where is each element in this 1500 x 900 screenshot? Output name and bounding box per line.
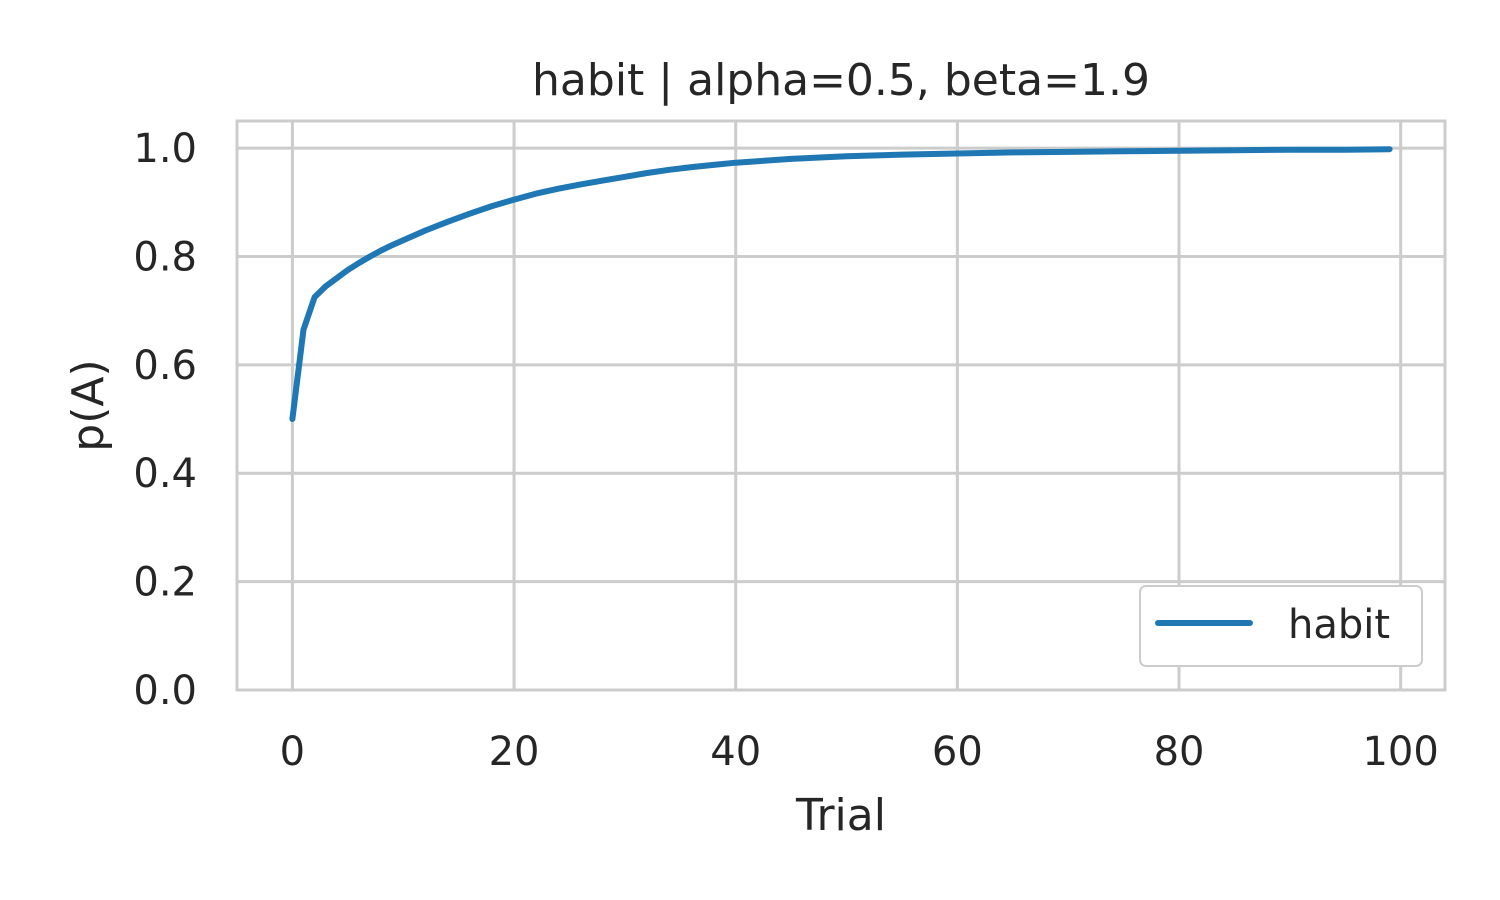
legend-label-habit: habit xyxy=(1288,602,1390,648)
x-tick-label: 80 xyxy=(1154,729,1205,775)
legend-box xyxy=(1139,585,1423,667)
x-tick-label: 100 xyxy=(1362,729,1438,775)
y-tick-label: 0.0 xyxy=(133,668,197,714)
x-tick-label: 40 xyxy=(710,729,761,775)
x-tick-label: 60 xyxy=(932,729,983,775)
y-tick-label: 1.0 xyxy=(133,126,197,172)
x-axis-label: Trial xyxy=(795,790,886,841)
y-tick-label: 0.4 xyxy=(133,451,197,497)
y-tick-label: 0.6 xyxy=(133,343,197,389)
chart-title: habit | alpha=0.5, beta=1.9 xyxy=(532,55,1150,106)
x-tick-label: 20 xyxy=(489,729,540,775)
y-tick-label: 0.8 xyxy=(133,234,197,280)
series-line-habit xyxy=(289,146,1393,422)
tick-labels: 0 20 40 60 80 100 0.0 0.2 0.4 0.6 0.8 1.0 xyxy=(133,126,1438,775)
x-tick-label: 0 xyxy=(280,729,305,775)
y-tick-label: 0.2 xyxy=(133,560,197,606)
plot-frame xyxy=(235,119,1447,692)
y-axis-label: p(A) xyxy=(63,359,114,451)
series-layer xyxy=(289,146,1393,422)
legend: habit xyxy=(1139,585,1423,667)
